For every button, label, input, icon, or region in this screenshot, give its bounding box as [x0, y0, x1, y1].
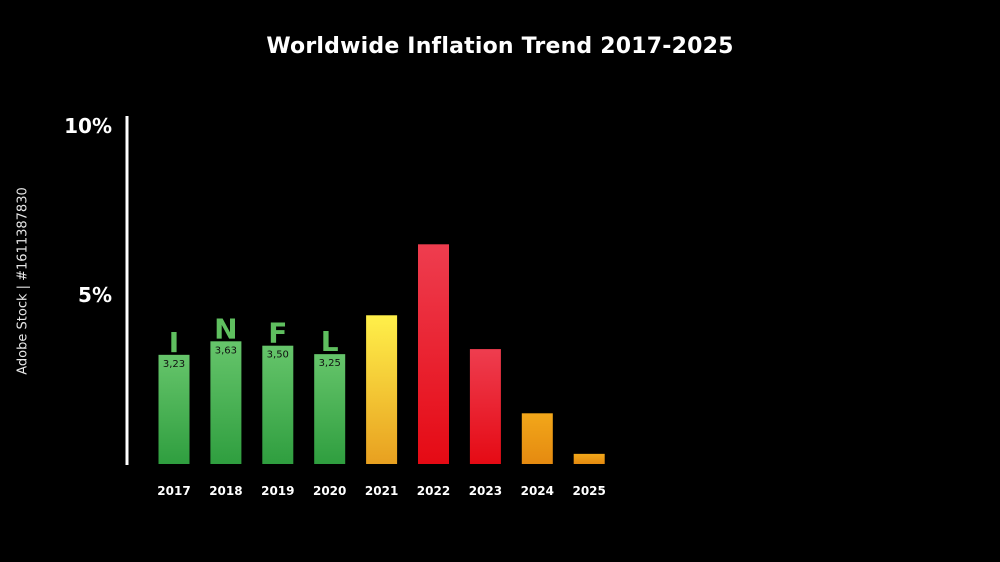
data-label: 3,63 [215, 345, 237, 356]
x-tick-label: 2020 [313, 484, 346, 498]
bar-2024 [521, 413, 553, 464]
x-tick-label: 2024 [521, 484, 554, 498]
bar-2021 [366, 315, 398, 464]
data-labels: 3,23 3,63 3,50 3,25 [163, 345, 341, 370]
bar-2025 [573, 453, 605, 464]
x-tick-label: 2025 [572, 484, 605, 498]
x-tick-labels: 2017 2018 2019 2020 2021 2022 2023 2024 2025 [157, 484, 606, 498]
bar-2022 [418, 244, 449, 464]
bar-2019 [262, 345, 294, 464]
data-label: 3,50 [267, 350, 289, 361]
bars [158, 244, 605, 464]
bar-2018 [210, 341, 242, 464]
y-tick-label: 5% [78, 283, 112, 307]
x-tick-label: 2019 [261, 484, 294, 498]
chart-title: Worldwide Inflation Trend 2017-2025 [266, 34, 734, 59]
bar-2020 [314, 354, 346, 464]
watermark-side-text: Adobe Stock | #1611387830 [15, 187, 31, 375]
y-tick-label: 10% [64, 114, 112, 138]
x-tick-label: 2017 [157, 484, 190, 498]
x-tick-label: 2023 [469, 484, 502, 498]
y-tick-labels: 10% 5% [64, 114, 112, 307]
bar-letter: I [169, 326, 179, 359]
data-label: 3,25 [319, 358, 341, 369]
x-tick-label: 2022 [417, 484, 450, 498]
bar-2023 [469, 349, 501, 464]
bar-letter: F [268, 317, 287, 350]
bar-letter: L [321, 325, 339, 358]
bar-2017 [158, 354, 190, 464]
x-tick-label: 2018 [209, 484, 242, 498]
x-tick-label: 2021 [365, 484, 398, 498]
data-label: 3,23 [163, 359, 185, 370]
bar-letter: N [214, 312, 237, 345]
